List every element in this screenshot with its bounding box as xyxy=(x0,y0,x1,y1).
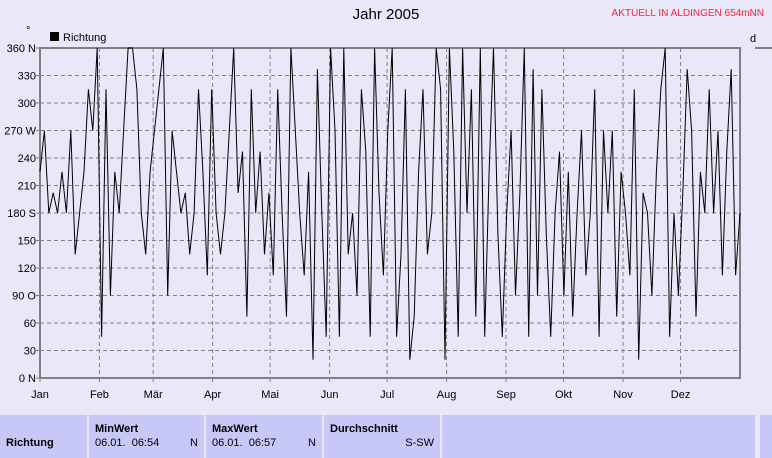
y-tick-label: 150 xyxy=(18,236,36,248)
max-time: 06.01. 06:57 xyxy=(212,437,277,449)
x-tick-label: Nov xyxy=(613,389,633,401)
chart-title: Jahr 2005 xyxy=(352,6,420,23)
max-header: MaxWert xyxy=(212,423,258,435)
row-label-cell: Richtung xyxy=(0,415,87,458)
avg-value: S-SW xyxy=(405,437,434,449)
x-tick-label: Jul xyxy=(380,389,394,401)
y-tick-label: 180 S xyxy=(7,208,36,220)
x-tick-label: Aug xyxy=(437,389,457,401)
y-tick-label: 360 N xyxy=(7,43,36,55)
x-tick-label: Mai xyxy=(261,389,279,401)
y-tick-label: 60 xyxy=(24,318,36,330)
right-panel-label: d xyxy=(750,33,756,45)
x-tick-label: Dez xyxy=(671,389,691,401)
min-time: 06.01. 06:54 xyxy=(95,437,160,449)
direction-chart: ° Richtung d 0 N 30 60 90 O 120 150 180 S 210 24… xyxy=(4,25,772,401)
y-tick-label: 270 W xyxy=(4,126,36,138)
y-tick-label: 90 O xyxy=(12,291,36,303)
legend-label: Richtung xyxy=(63,32,106,44)
station-label: AKTUELL IN ALDINGEN 654mNN xyxy=(611,8,764,19)
x-tick-label: Apr xyxy=(204,389,221,401)
legend-swatch xyxy=(50,32,59,41)
y-tick-label: 210 xyxy=(18,181,36,193)
x-tick-label: Okt xyxy=(555,389,572,401)
avg-cell: Durchschnitt S-SW xyxy=(324,415,440,458)
max-cell: MaxWert 06.01. 06:57 N xyxy=(206,415,322,458)
series-line-richtung xyxy=(39,47,741,360)
min-value: N xyxy=(190,437,198,449)
y-tick-label: 240 xyxy=(18,153,36,165)
x-tick-label: Jun xyxy=(321,389,339,401)
y-tick-label: 330 xyxy=(18,71,36,83)
x-tick-label: Jan xyxy=(31,389,49,401)
x-tick-label: Mär xyxy=(144,389,163,401)
stats-table: Richtung MinWert 06.01. 06:54 N MaxWert 06.… xyxy=(0,415,772,458)
y-tick-label: 120 xyxy=(18,263,36,275)
y-tick-label: 0 N xyxy=(19,373,36,385)
x-tick-label: Feb xyxy=(90,389,109,401)
x-tick-label: Sep xyxy=(496,389,516,401)
avg-header: Durchschnitt xyxy=(330,423,398,435)
y-tick-label: 30 xyxy=(24,346,36,358)
y-unit-label: ° xyxy=(26,25,30,37)
max-value: N xyxy=(308,437,316,449)
y-tick-label: 300 xyxy=(18,98,36,110)
empty-cell xyxy=(442,415,755,458)
min-header: MinWert xyxy=(95,423,139,435)
min-cell: MinWert 06.01. 06:54 N xyxy=(89,415,204,458)
right-cell xyxy=(760,415,772,458)
row-label: Richtung xyxy=(6,437,54,449)
